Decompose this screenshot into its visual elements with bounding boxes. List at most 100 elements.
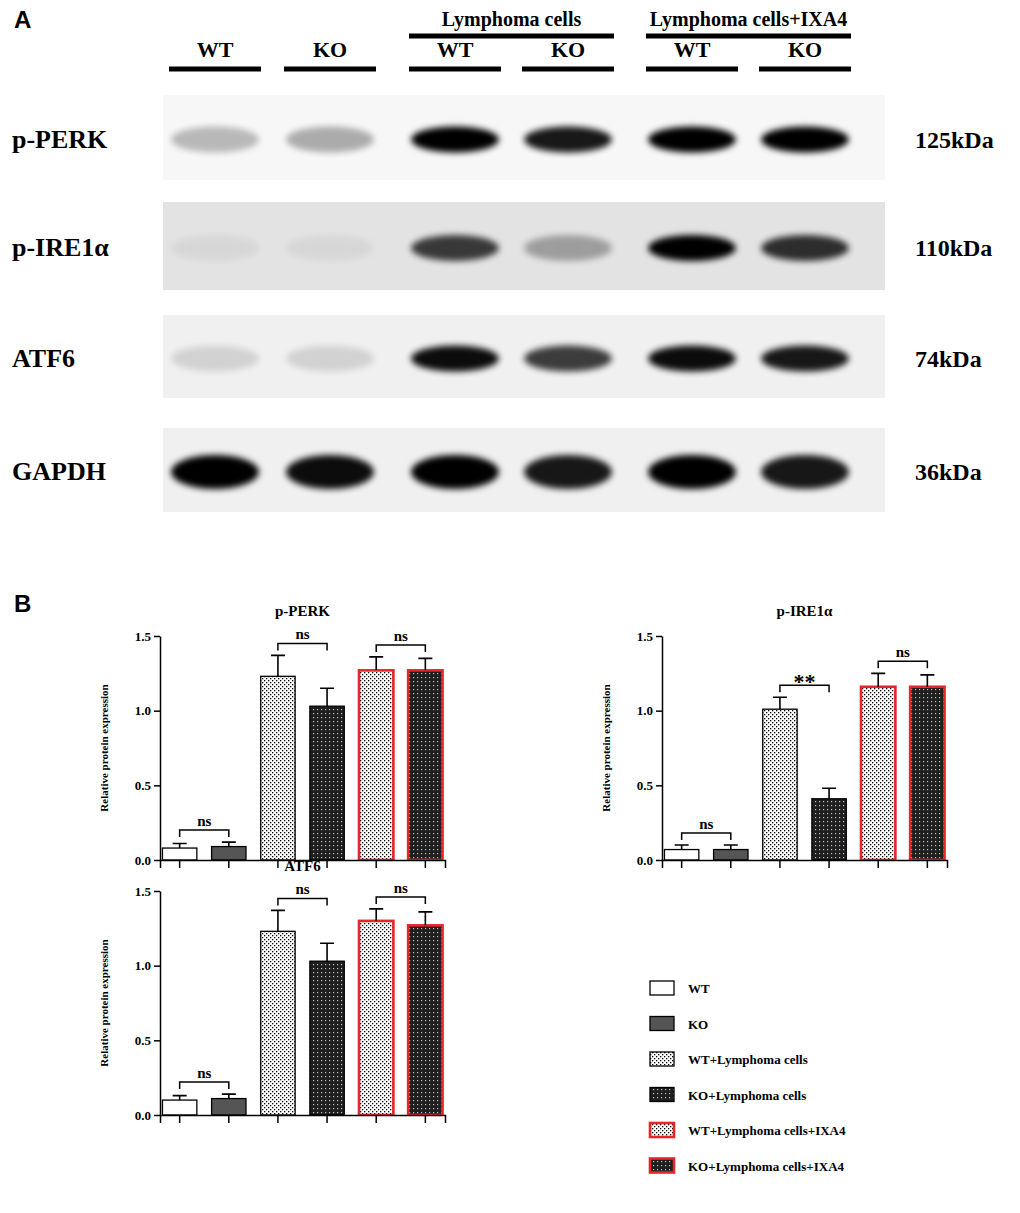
significance-bracket <box>376 645 425 652</box>
bar <box>310 706 344 860</box>
bar <box>408 670 442 860</box>
x-tick-mark <box>326 860 328 868</box>
y-axis: 0.00.51.01.5 <box>637 629 663 868</box>
y-tick-label: 0.5 <box>135 1033 152 1048</box>
y-tick-label: 1.5 <box>135 884 152 899</box>
x-tick-mark <box>375 860 377 868</box>
bar <box>812 799 846 860</box>
blot-strip <box>163 95 885 180</box>
significance-label: ns <box>896 644 910 660</box>
y-tick-mark <box>656 636 662 638</box>
legend-label: KO <box>688 1017 708 1032</box>
blot-band <box>761 346 849 372</box>
x-tick <box>779 860 780 868</box>
x-tick <box>878 860 879 868</box>
legend-swatch <box>650 1123 674 1137</box>
x-tick <box>376 860 377 868</box>
bar <box>359 670 393 860</box>
row-size: 36kDa <box>915 459 982 485</box>
error-bar <box>773 697 787 709</box>
x-axis <box>663 860 948 868</box>
x-tick-mark <box>681 860 683 868</box>
y-tick-mark <box>656 785 662 787</box>
y-tick: 0.5 <box>637 778 662 793</box>
y-tick-label: 0.0 <box>135 1108 151 1123</box>
x-axis-line <box>161 1116 446 1124</box>
x-tick <box>681 860 682 868</box>
y-tick-label: 1.0 <box>135 703 151 718</box>
blot-band <box>286 127 374 153</box>
bar <box>910 687 944 860</box>
row-label: p-PERK <box>12 125 108 154</box>
legend: WTKOWT+Lymphoma cellsKO+Lymphoma cellsWT… <box>650 981 846 1174</box>
plot-area <box>162 909 442 1115</box>
x-tick <box>179 860 180 868</box>
blot-panel: WTKOWTKOWTKOLymphoma cellsLymphoma cells… <box>12 8 994 512</box>
bar-chart: 0.00.51.01.5ATF6Relative protein express… <box>98 858 446 1123</box>
y-tick: 1.5 <box>135 884 160 899</box>
x-tick-mark <box>277 860 279 868</box>
x-tick <box>277 1115 278 1123</box>
x-tick <box>927 860 928 868</box>
y-tick: 1.5 <box>135 629 160 644</box>
error-bar <box>369 657 383 670</box>
y-tick: 1.0 <box>637 703 662 718</box>
x-tick <box>179 1115 180 1123</box>
legend-swatch <box>650 1052 674 1066</box>
blot-band <box>648 127 736 153</box>
y-axis-line <box>160 637 162 861</box>
y-tick-label: 1.0 <box>135 958 151 973</box>
x-tick-mark <box>179 860 181 868</box>
y-tick-mark <box>154 785 160 787</box>
error-bar <box>369 909 383 921</box>
x-tick <box>228 1115 229 1123</box>
blot-band <box>524 127 612 153</box>
x-tick <box>425 1115 426 1123</box>
error-bar <box>320 943 334 961</box>
group-label: Lymphoma cells+IXA4 <box>650 8 848 31</box>
legend-label: KO+Lymphoma cells <box>688 1088 806 1103</box>
significance-label: ns <box>699 816 713 832</box>
error-bar <box>271 655 285 676</box>
chart-title: p-IRE1α <box>777 603 834 619</box>
blot-band <box>761 455 849 489</box>
bar-chart: 0.00.51.01.5p-IRE1αRelative protein expr… <box>600 603 948 868</box>
x-tick-mark <box>228 860 230 868</box>
blot-band <box>648 346 736 372</box>
significance-bracket <box>376 897 425 904</box>
row-size: 110kDa <box>915 235 992 261</box>
y-axis-line <box>662 637 664 861</box>
row-size: 125kDa <box>915 127 994 153</box>
x-tick-mark <box>877 860 879 868</box>
blot-band <box>648 455 736 489</box>
y-tick-label: 0.5 <box>135 778 152 793</box>
legend-swatch <box>650 1017 674 1031</box>
significance-label: ns <box>197 813 211 829</box>
y-axis: 0.00.51.01.5 <box>135 629 161 868</box>
y-tick: 0.5 <box>135 1033 160 1048</box>
blot-band <box>286 346 374 372</box>
row-label: GAPDH <box>12 457 106 486</box>
lane-label: WT <box>674 37 711 62</box>
significance-bracket <box>180 1082 229 1089</box>
panel-label: B <box>14 590 31 617</box>
blot-band <box>171 235 259 261</box>
bar <box>212 847 246 860</box>
x-tick-mark <box>375 1115 377 1123</box>
y-axis-title: Relative protein expression <box>600 684 612 811</box>
y-tick-mark <box>154 710 160 712</box>
x-tick <box>277 860 278 868</box>
y-tick: 1.5 <box>637 629 662 644</box>
bar <box>664 850 698 860</box>
x-tick <box>327 860 328 868</box>
x-tick-mark <box>828 860 830 868</box>
legend-label: KO+Lymphoma cells+IXA4 <box>688 1159 845 1174</box>
y-axis-line <box>160 892 162 1116</box>
significance-label: ns <box>197 1065 211 1081</box>
y-tick-label: 1.5 <box>135 629 152 644</box>
bar <box>359 921 393 1115</box>
plot-area <box>162 655 442 860</box>
significance-bracket <box>278 643 327 650</box>
x-tick-mark <box>277 1115 279 1123</box>
x-tick-mark <box>779 860 781 868</box>
